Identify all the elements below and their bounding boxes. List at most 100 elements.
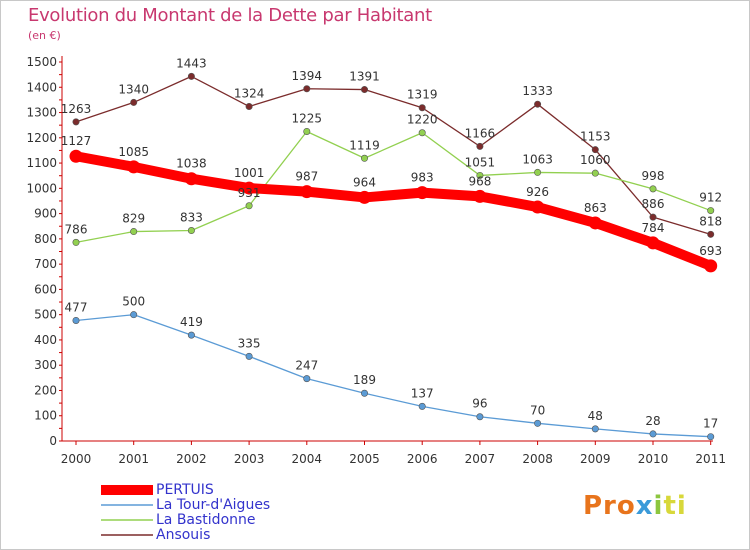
data-point-la-bastidonne <box>707 207 715 215</box>
data-point-ansouis <box>360 86 368 94</box>
data-label: 1225 <box>292 111 323 125</box>
data-label: 926 <box>526 185 549 199</box>
x-tick-label: 2001 <box>118 452 149 466</box>
data-label: 1051 <box>465 155 496 169</box>
data-label: 987 <box>295 170 318 184</box>
x-tick-label: 2004 <box>292 452 323 466</box>
data-point-pertuis <box>184 172 198 186</box>
data-point-la-bastidonne <box>303 127 311 135</box>
proxiti-logo: Proxiti <box>583 491 687 521</box>
data-point-ansouis <box>707 230 715 238</box>
data-label: 477 <box>65 300 88 314</box>
y-tick-label: 1400 <box>26 80 57 94</box>
data-label: 1038 <box>176 157 207 171</box>
data-label: 70 <box>530 403 545 417</box>
y-tick-label: 700 <box>34 257 57 271</box>
data-label: 964 <box>353 175 376 189</box>
data-point-la-bastidonne <box>418 129 426 137</box>
data-point-la-bastidonne <box>72 238 80 246</box>
data-point-ansouis <box>476 142 484 150</box>
data-label: 1127 <box>61 134 92 148</box>
data-point-la-tour-d-aigues <box>534 419 542 427</box>
data-point-la-tour-d-aigues <box>476 413 484 421</box>
data-label: 1319 <box>407 88 438 102</box>
data-label: 1263 <box>61 102 92 116</box>
y-tick-label: 1500 <box>26 55 57 69</box>
series-line-ansouis <box>75 75 712 235</box>
chart-axes: 0 100 200 300 400 500 600 700 800 900 1000 1100 1200… <box>26 55 726 466</box>
data-label: 247 <box>295 359 318 373</box>
data-label: 912 <box>699 191 722 205</box>
data-point-la-bastidonne <box>130 228 138 236</box>
y-tick-label: 500 <box>34 308 57 322</box>
data-point-pertuis <box>704 259 718 273</box>
legend-label: La Bastidonne <box>156 512 256 528</box>
data-label: 886 <box>642 197 665 211</box>
data-point-pertuis <box>646 236 660 250</box>
data-point-pertuis <box>473 189 487 203</box>
data-label: 786 <box>65 222 88 236</box>
data-label: 1085 <box>118 145 149 159</box>
data-label: 137 <box>411 386 434 400</box>
data-label: 1060 <box>580 153 611 167</box>
data-point-pertuis <box>300 185 314 199</box>
data-point-ansouis <box>534 100 542 108</box>
series-points <box>69 72 718 441</box>
x-tick-label: 2009 <box>580 452 611 466</box>
data-point-la-bastidonne <box>534 168 542 176</box>
series-lines <box>71 75 716 438</box>
data-labels: 1263 1340 1443 1324 1394 1391 1319 1166 1333 1153… <box>61 56 722 430</box>
legend-label: Ansouis <box>156 527 211 543</box>
x-tick-label: 2011 <box>695 452 726 466</box>
y-tick-label: 400 <box>34 333 57 347</box>
data-point-ansouis <box>72 118 80 126</box>
data-point-pertuis <box>588 216 602 230</box>
data-point-pertuis <box>358 190 371 204</box>
series-line-pertuis <box>71 151 716 271</box>
data-point-pertuis <box>242 181 256 195</box>
data-point-ansouis <box>187 72 195 80</box>
y-tick-label: 300 <box>34 358 57 372</box>
x-tick-label: 2007 <box>465 452 496 466</box>
data-label: 28 <box>645 414 660 428</box>
data-point-la-tour-d-aigues <box>72 316 80 324</box>
data-point-pertuis <box>531 200 545 214</box>
y-tick-label: 0 <box>49 434 57 448</box>
data-label: 1340 <box>118 82 149 96</box>
y-tick-label: 900 <box>34 207 57 221</box>
data-point-la-tour-d-aigues <box>707 433 715 441</box>
data-point-la-bastidonne <box>245 202 253 210</box>
x-tick-label: 2003 <box>234 452 265 466</box>
data-point-la-tour-d-aigues <box>360 389 368 397</box>
data-point-la-bastidonne <box>187 227 195 235</box>
data-label: 1153 <box>580 130 611 144</box>
data-label: 833 <box>180 211 203 225</box>
data-label: 48 <box>588 409 603 423</box>
y-tick-label: 1200 <box>26 131 57 145</box>
data-label: 1394 <box>292 69 323 83</box>
x-tick-label: 2008 <box>522 452 553 466</box>
legend-label: La Tour-d'Aigues <box>156 497 271 513</box>
data-label: 1443 <box>176 56 207 70</box>
data-point-pertuis <box>127 160 141 174</box>
data-point-la-tour-d-aigues <box>649 430 657 438</box>
x-tick-label: 2006 <box>407 452 438 466</box>
data-point-la-tour-d-aigues <box>130 311 138 319</box>
data-point-la-tour-d-aigues <box>418 402 426 410</box>
y-tick-label: 1000 <box>26 181 57 195</box>
data-label: 96 <box>472 397 487 411</box>
y-tick-label: 1100 <box>26 156 57 170</box>
data-label: 1220 <box>407 113 438 127</box>
data-label: 931 <box>238 186 261 200</box>
data-label: 335 <box>238 336 261 350</box>
data-point-la-bastidonne <box>360 154 368 162</box>
data-point-la-tour-d-aigues <box>187 331 195 339</box>
data-label: 1391 <box>349 70 380 84</box>
data-label: 968 <box>468 174 491 188</box>
y-tick-label: 800 <box>34 232 57 246</box>
data-label: 1333 <box>522 84 553 98</box>
data-point-ansouis <box>245 102 253 110</box>
legend-label: PERTUIS <box>156 482 214 498</box>
